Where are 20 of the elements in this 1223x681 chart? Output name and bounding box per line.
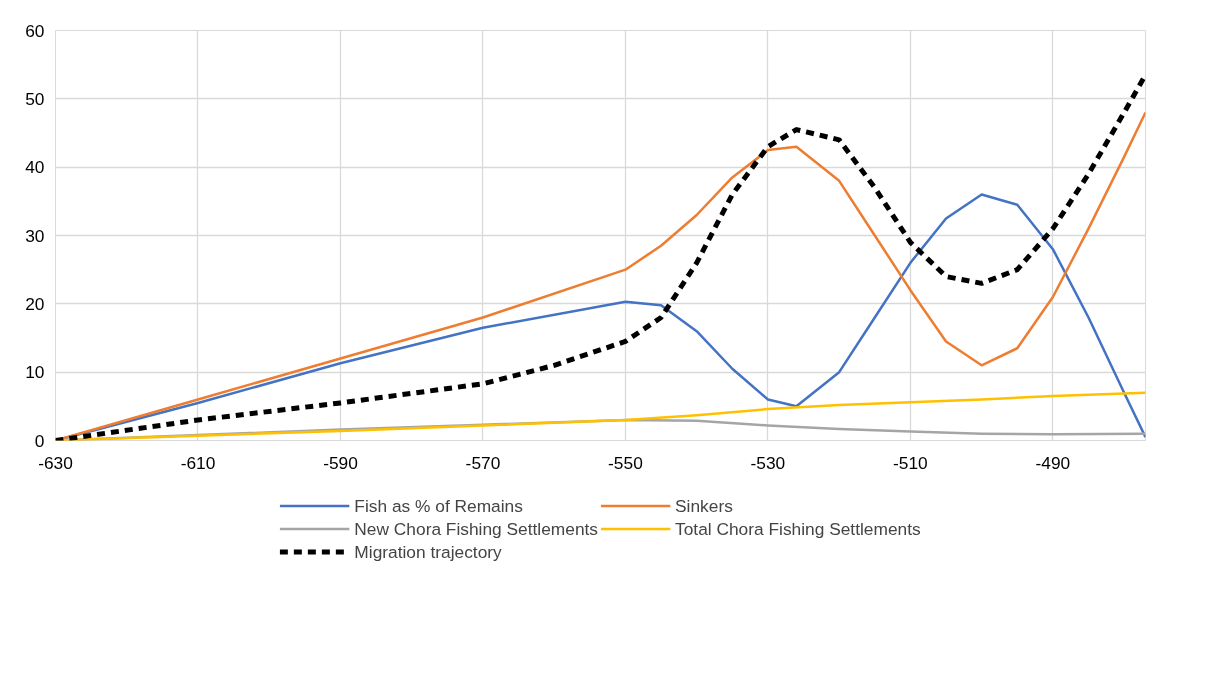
x-tick-label: -490 xyxy=(1035,452,1071,473)
y-tick-label: 60 xyxy=(25,20,45,41)
legend-label: New Chora Fishing Settlements xyxy=(354,518,599,539)
y-tick-label: 20 xyxy=(25,293,45,314)
legend-label: Sinkers xyxy=(675,495,733,516)
x-tick-label: -570 xyxy=(465,452,501,473)
legend-label: Total Chora Fishing Settlements xyxy=(675,518,921,539)
x-tick-label: -630 xyxy=(38,452,73,473)
y-tick-label: 30 xyxy=(25,225,45,246)
legend-label: Migration trajectory xyxy=(354,541,502,562)
y-tick-label: 40 xyxy=(25,157,45,178)
y-tick-label: 10 xyxy=(25,362,45,383)
x-tick-label: -510 xyxy=(893,452,928,473)
y-tick-label: 0 xyxy=(34,430,45,451)
x-tick-label: -550 xyxy=(608,452,643,473)
x-tick-label: -530 xyxy=(750,452,786,473)
legend-label: Fish as % of Remains xyxy=(354,495,523,516)
y-tick-label: 50 xyxy=(25,88,45,109)
x-tick-label: -590 xyxy=(323,452,358,473)
x-tick-label: -610 xyxy=(180,452,216,473)
